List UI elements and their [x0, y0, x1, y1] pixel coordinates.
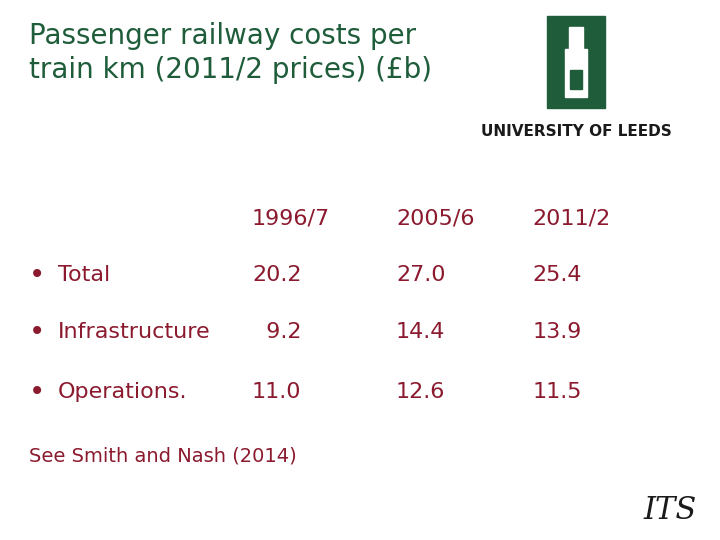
- Text: •: •: [29, 377, 45, 406]
- Text: ITS: ITS: [643, 495, 696, 526]
- Text: •: •: [29, 261, 45, 289]
- Text: 13.9: 13.9: [533, 322, 582, 342]
- Text: UNIVERSITY OF LEEDS: UNIVERSITY OF LEEDS: [481, 124, 671, 139]
- Text: 9.2: 9.2: [252, 322, 302, 342]
- FancyBboxPatch shape: [565, 49, 587, 97]
- Text: 11.0: 11.0: [252, 381, 302, 402]
- Text: Total: Total: [58, 265, 110, 286]
- Text: 12.6: 12.6: [396, 381, 446, 402]
- Text: 25.4: 25.4: [533, 265, 582, 286]
- Text: •: •: [29, 318, 45, 346]
- Text: 27.0: 27.0: [396, 265, 446, 286]
- FancyBboxPatch shape: [570, 70, 582, 89]
- FancyBboxPatch shape: [569, 27, 583, 54]
- Text: See Smith and Nash (2014): See Smith and Nash (2014): [29, 447, 297, 466]
- Text: Passenger railway costs per
train km (2011/2 prices) (£b): Passenger railway costs per train km (20…: [29, 22, 432, 84]
- Text: Operations.: Operations.: [58, 381, 187, 402]
- Text: Infrastructure: Infrastructure: [58, 322, 210, 342]
- Text: 14.4: 14.4: [396, 322, 446, 342]
- Text: 20.2: 20.2: [252, 265, 302, 286]
- Text: 2011/2: 2011/2: [533, 208, 611, 229]
- Text: 11.5: 11.5: [533, 381, 582, 402]
- FancyBboxPatch shape: [547, 16, 605, 108]
- Text: 1996/7: 1996/7: [252, 208, 330, 229]
- Text: 2005/6: 2005/6: [396, 208, 474, 229]
